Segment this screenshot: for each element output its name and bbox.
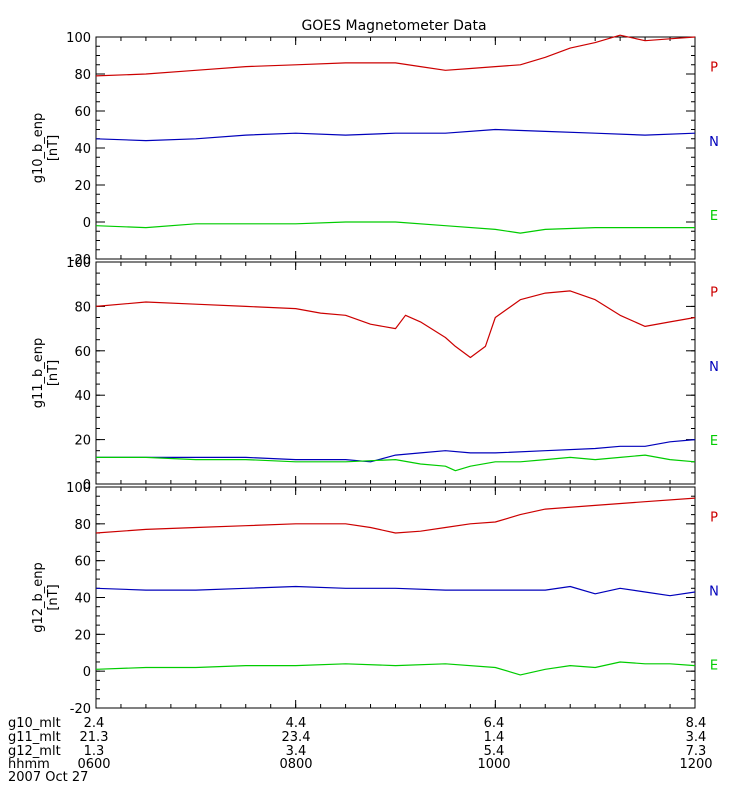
footer-row-value: 4.4	[286, 716, 307, 731]
panel-1: -20 0 20 40 60 80 100 g10_b_enp [nT] P N E	[31, 31, 719, 268]
y-tick-label: 40	[74, 142, 91, 157]
footer-row-label: hhmm	[8, 757, 50, 772]
series-line-N	[95, 585, 696, 597]
footer-row-value: 3.4	[286, 744, 307, 759]
panel-3: -20 0 20 40 60 80 100 g12_b_enp [nT] P N E	[31, 481, 719, 717]
footer-row-value: 0800	[279, 757, 312, 772]
footer-row-value: 5.4	[484, 744, 505, 759]
footer-row-label: g11_mlt	[8, 730, 61, 745]
y-tick-label: 60	[74, 345, 91, 360]
footer-row-value: 1200	[679, 757, 712, 772]
series-line-E	[95, 221, 695, 234]
series-line-P	[95, 497, 696, 534]
legend-label-E: E	[710, 658, 718, 673]
footer-row-label: g12_mlt	[8, 744, 61, 759]
panel-frame	[95, 36, 696, 260]
footer-row-value: 0600	[77, 757, 110, 772]
y-axis-label: g12_b_enp	[31, 562, 46, 633]
y-tick-label: 40	[74, 389, 91, 404]
y-tick-label: 100	[66, 31, 91, 46]
footer-row-value: 7.3	[686, 744, 707, 759]
series-line-P	[95, 290, 696, 359]
footer-date: 2007 Oct 27	[8, 770, 88, 785]
y-axis-unit: [nT]	[46, 360, 61, 386]
y-tick-label: 20	[74, 628, 91, 643]
legend-label-P: P	[710, 285, 718, 300]
legend-label-N: N	[709, 584, 719, 599]
series-line-N	[96, 439, 696, 463]
footer-row-value: 1.3	[84, 744, 105, 759]
y-tick-label: 80	[74, 300, 91, 315]
footer-row-value: 1.4	[484, 730, 505, 745]
y-tick-label: 100	[66, 256, 91, 271]
footer-row-value: 21.3	[80, 730, 109, 745]
footer-row-value: 8.4	[686, 716, 707, 731]
footer: g10_mlt 2.4 4.4 6.4 8.4 g11_mlt 21.3 23.4 1.4 3.4…	[8, 716, 713, 785]
y-tick-label: 60	[74, 555, 91, 570]
footer-row-value: 1000	[477, 757, 510, 772]
y-axis-label: g10_b_enp	[31, 113, 46, 184]
y-tick-label: 20	[74, 179, 91, 194]
legend-label-E: E	[710, 209, 718, 224]
footer-row-value: 2.4	[84, 716, 105, 731]
series-line-N	[95, 128, 696, 142]
legend-label-P: P	[710, 60, 718, 75]
legend-label-P: P	[710, 510, 718, 525]
chart-title: GOES Magnetometer Data	[301, 18, 486, 34]
y-axis-label: g11_b_enp	[31, 338, 46, 409]
panel-frame	[95, 486, 696, 709]
legend-label-E: E	[710, 434, 718, 449]
legend-label-N: N	[709, 135, 719, 150]
series-line-E	[96, 454, 696, 472]
footer-row-value: 6.4	[484, 716, 505, 731]
footer-row-value: 3.4	[686, 730, 707, 745]
y-tick-label: 80	[74, 518, 91, 533]
y-tick-label: 20	[74, 434, 91, 449]
series-line-P	[95, 34, 696, 77]
y-tick-label: 0	[83, 478, 91, 493]
legend-label-N: N	[709, 360, 719, 375]
y-tick-label: 0	[83, 216, 91, 231]
y-tick-label: 80	[74, 68, 91, 83]
y-axis-unit: [nT]	[46, 584, 61, 610]
y-tick-label: -20	[70, 702, 91, 717]
footer-row-label: g10_mlt	[8, 716, 61, 731]
y-tick-label: 100	[66, 481, 91, 496]
footer-row-value: 23.4	[282, 730, 311, 745]
y-axis-unit: [nT]	[46, 135, 61, 161]
series-line-E	[95, 661, 696, 676]
y-tick-label: 40	[74, 592, 91, 607]
panel-2: 0 20 40 60 80 100 g11_b_enp [nT] P N E	[31, 256, 719, 493]
y-tick-label: -20	[70, 253, 91, 268]
panel-frame	[95, 261, 696, 485]
y-tick-label: 0	[83, 665, 91, 680]
y-tick-label: 60	[74, 105, 91, 120]
